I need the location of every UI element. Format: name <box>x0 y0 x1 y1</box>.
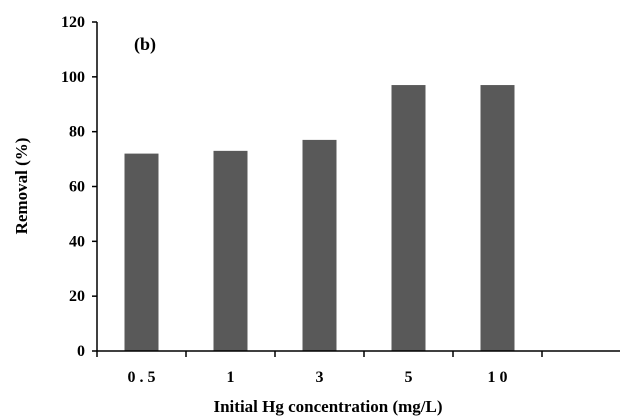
bar <box>124 153 159 351</box>
x-axis-label: Initial Hg concentration (mg/L) <box>213 397 442 416</box>
x-axis-ticks: 0 . 5 1 3 5 1 0 <box>96 351 543 386</box>
bar <box>302 139 337 351</box>
bar <box>480 85 515 351</box>
y-axis-ticks: 0 20 40 60 80 100 120 <box>61 14 97 360</box>
x-tick-label: 3 <box>316 369 324 386</box>
x-tick-label: 1 0 <box>488 369 508 386</box>
y-tick-label: 120 <box>61 14 85 31</box>
y-tick-label: 60 <box>69 179 85 196</box>
y-tick-label: 40 <box>69 233 85 250</box>
bar-series <box>124 85 515 351</box>
y-tick-label: 100 <box>61 69 85 86</box>
y-tick-label: 0 <box>77 343 85 360</box>
y-axis-label: Removal (%) <box>12 138 31 235</box>
bar <box>391 85 426 351</box>
x-tick-label: 5 <box>405 369 413 386</box>
x-tick-label: 0 . 5 <box>128 369 156 386</box>
y-tick-label: 80 <box>69 124 85 141</box>
x-tick-label: 1 <box>227 369 235 386</box>
panel-label: (b) <box>134 34 156 55</box>
bar <box>213 150 248 351</box>
y-tick-label: 20 <box>69 288 85 305</box>
